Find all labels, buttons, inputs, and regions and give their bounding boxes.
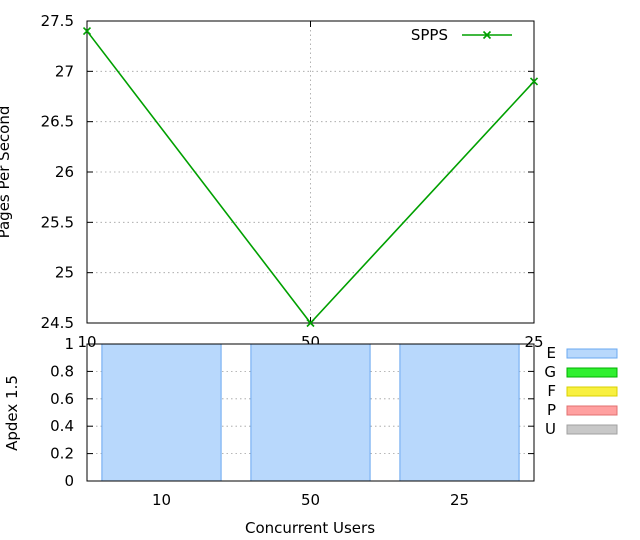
spps-point-marker [82,27,92,36]
bottom-x-tick-label: 50 [301,491,320,509]
top-legend: SPPS [411,26,512,44]
bottom-y-tick-label: 1 [64,335,74,353]
apdex-legend-swatch [566,405,618,416]
top-y-tick-label: 24.5 [41,314,74,332]
bottom-y-axis-label: Apdex 1.5 [3,375,21,451]
bottom-y-tick-label: 0.8 [50,362,74,380]
top-y-tick-label: 27.5 [41,12,74,30]
apdex-legend-swatch [566,348,618,359]
apdex-legend-swatch [566,386,618,397]
apdex-legend-swatch [566,424,618,435]
top-x-tick-label: 25 [524,333,543,351]
bottom-x-tick-label: 10 [152,491,171,509]
apdex-bar-25 [399,343,520,482]
apdex-legend-label: F [547,382,556,400]
spps-series [82,27,539,328]
bottom-y-tick-label: 0.6 [50,390,74,408]
spps-point-marker [529,77,539,86]
top-y-tick-label: 26.5 [41,113,74,131]
bottom-y-tick-label: 0.4 [50,417,74,435]
bottom-plot-frame [86,343,535,482]
top-y-axis-label: Pages Per Second [0,106,13,239]
apdex-bar-10 [101,343,222,482]
legend-marker-spps [482,30,492,40]
top-y-tick-label: 26 [55,163,74,181]
apdex-legend-label: G [544,363,556,381]
apdex-legend-swatch [566,367,618,378]
legend-label-spps: SPPS [411,26,448,44]
spps-line [86,30,535,325]
apdex-legend-label: E [547,344,556,362]
top-y-tick-label: 25 [55,264,74,282]
bottom-x-axis-label: Concurrent Users [245,519,375,537]
apdex-legend-label: U [545,420,556,438]
bottom-x-ticks: 10 50 25 [152,491,469,509]
bottom-y-ticks: 0 0.2 0.4 0.6 0.8 1 [50,335,534,490]
top-x-tick-label: 10 [77,333,96,351]
top-y-tick-label: 25.5 [41,213,74,231]
top-gridlines [87,20,534,324]
top-y-tick-label: 27 [55,62,74,80]
apdex-legend-label: P [547,401,556,419]
bottom-x-tick-label: 25 [450,491,469,509]
apdex-bar-50 [250,343,371,482]
apdex-bars [101,343,520,482]
spps-point-marker [306,318,315,328]
bottom-y-tick-label: 0 [64,472,74,490]
bottom-y-tick-label: 0.2 [50,445,74,463]
